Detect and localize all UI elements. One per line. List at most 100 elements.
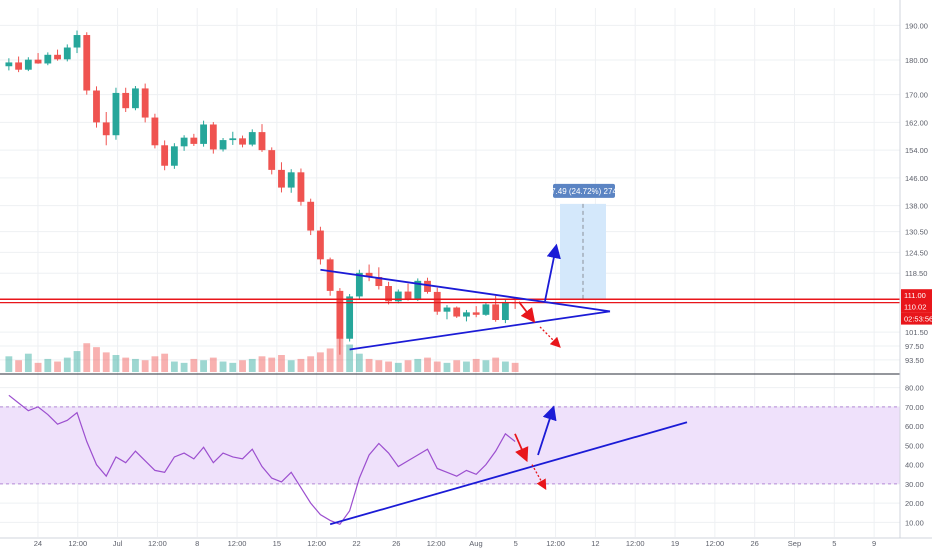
volume-bar: [209, 357, 217, 372]
volume-bar: [394, 362, 402, 372]
price-breakout-arrow-up: [544, 243, 561, 302]
rsi-line: [8, 394, 516, 526]
candle-body: [34, 59, 42, 64]
time-tick-label: 12:00: [626, 539, 645, 548]
volume-bar: [93, 347, 100, 372]
candle-body: [15, 62, 23, 70]
price-tick-label: 101.50: [905, 328, 928, 337]
time-tick-label: Jul: [113, 539, 123, 548]
volume-bar: [54, 361, 61, 372]
candle-body: [239, 138, 246, 145]
time-tick-label: 12:00: [705, 539, 724, 548]
target-measure-label: 27.49 (24.72%) 2749: [547, 187, 622, 196]
price-tick-label: 93.50: [905, 356, 924, 365]
volume-bar: [433, 361, 441, 372]
candle-body: [287, 172, 295, 188]
rsi-tick-label: 20.00: [905, 499, 924, 508]
candle-body: [209, 124, 217, 150]
time-tick-label: 24: [34, 539, 42, 548]
price-tag-box: [901, 300, 932, 313]
rsi-tick-label: 70.00: [905, 403, 924, 412]
candle-body: [190, 137, 198, 144]
candle-body: [297, 172, 305, 202]
time-tick-label: 26: [751, 539, 759, 548]
volume-bar: [219, 361, 227, 372]
candle-body: [443, 307, 451, 312]
candle-body: [5, 62, 13, 67]
price-breakdown-dotted-arrow: [539, 326, 561, 348]
price-axis[interactable]: 190.00 180.00 170.00 162.00 154.00 146.00 138.…: [899, 0, 928, 538]
rsi-tick-label: 60.00: [905, 422, 924, 431]
candle-body: [492, 304, 500, 320]
volume-bar: [511, 362, 519, 372]
volume-bar: [5, 356, 13, 372]
volume-bar: [346, 344, 354, 372]
candle-body: [258, 132, 266, 151]
candle-body: [63, 47, 71, 60]
rsi-support-trendline: [329, 421, 688, 526]
volume-bar: [355, 353, 363, 372]
volume-bar: [336, 338, 344, 372]
candle-body: [278, 169, 285, 188]
candle-body: [404, 291, 412, 299]
time-tick-label: 12:00: [546, 539, 565, 548]
volume-bar: [170, 361, 178, 372]
price-tick-label: 97.50: [905, 342, 924, 351]
rsi-axis[interactable]: 80.00 70.00 60.00 50.00 40.00 30.00 20.00 10.00: [905, 384, 924, 528]
candle-body: [44, 54, 52, 64]
time-axis[interactable]: 24 12:00 Jul 12:00 8 12:00 15 12:00 22 26 12:00 Aug…: [0, 537, 932, 548]
volume-bar: [73, 351, 81, 372]
candle-body: [200, 124, 207, 144]
price-tick-label: 154.00: [905, 146, 928, 155]
volume-bar: [63, 357, 71, 372]
volume-bar: [424, 357, 431, 372]
candle-body: [93, 90, 100, 123]
time-tick-label: 12: [591, 539, 599, 548]
candle-body: [73, 35, 81, 48]
rsi-tick-label: 10.00: [905, 518, 924, 527]
time-tick-label: 15: [273, 539, 281, 548]
volume-bar: [453, 360, 461, 372]
time-tick-label: 5: [832, 539, 836, 548]
rsi-tick-label: 30.00: [905, 480, 924, 489]
volume-bar: [385, 361, 392, 372]
rsi-breakdown-arrow: [514, 433, 529, 463]
volume-bar: [375, 360, 383, 372]
volume-bar: [141, 360, 149, 372]
volume-bar: [472, 358, 480, 372]
candle-body: [433, 291, 441, 312]
price-tick-label: 146.00: [905, 174, 928, 183]
volume-bar: [287, 360, 295, 372]
candle-body: [161, 145, 169, 166]
volume-bar: [15, 360, 23, 372]
candle-body: [248, 132, 256, 145]
volume-bar: [404, 360, 412, 372]
candle-body: [170, 146, 178, 166]
time-tick-label: 12:00: [427, 539, 446, 548]
candle-body: [54, 54, 61, 60]
volume-bar: [239, 360, 246, 372]
rsi-tick-label: 50.00: [905, 441, 924, 450]
volume-bar: [83, 343, 91, 372]
volume-bar: [161, 353, 169, 372]
time-tick-label: 19: [671, 539, 679, 548]
volume-bars: [5, 338, 519, 372]
volume-bar: [180, 362, 188, 372]
price-tick-label: 170.00: [905, 91, 928, 100]
volume-bar: [132, 358, 139, 372]
candle-body: [336, 290, 344, 339]
volume-bar: [248, 358, 256, 372]
volume-bar: [190, 358, 198, 372]
price-tick-label: 118.50: [905, 269, 927, 278]
price-tag-box: [901, 312, 932, 325]
candle-body: [355, 272, 363, 297]
candle-body: [180, 137, 188, 147]
candle-body: [463, 312, 470, 317]
time-tick-label: 12:00: [228, 539, 247, 548]
candle-body: [24, 59, 32, 70]
volume-bar: [268, 357, 276, 372]
candle-body: [307, 201, 315, 231]
volume-bar: [24, 353, 32, 372]
candle-body: [326, 259, 334, 291]
